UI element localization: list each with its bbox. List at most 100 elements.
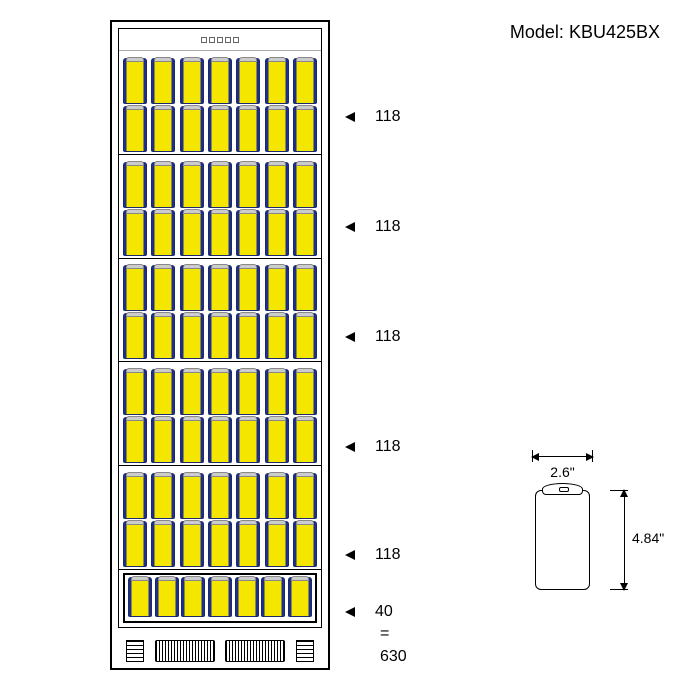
can-icon xyxy=(208,369,232,415)
shelf-capacity-label: 118 xyxy=(345,438,401,456)
can-icon xyxy=(265,417,289,463)
can-icon xyxy=(151,210,175,256)
arrow-left-icon xyxy=(345,112,355,122)
can-icon xyxy=(123,58,147,104)
shelf xyxy=(119,155,321,259)
can-row xyxy=(123,473,317,521)
can-row xyxy=(123,210,317,258)
shelf-area xyxy=(119,51,321,627)
can-row xyxy=(123,369,317,417)
shelf-capacity-value: 118 xyxy=(375,438,401,456)
can-icon xyxy=(208,417,232,463)
can-icon xyxy=(265,58,289,104)
can-icon xyxy=(265,210,289,256)
fridge-inner xyxy=(118,28,322,628)
model-value: KBU425BX xyxy=(569,22,660,42)
can-icon xyxy=(265,106,289,152)
shelf-capacity-label: 118 xyxy=(345,328,401,346)
can-row xyxy=(123,417,317,465)
can-icon xyxy=(293,369,317,415)
can-illustration xyxy=(535,490,590,590)
bottom-tray xyxy=(123,573,317,623)
can-icon xyxy=(180,417,204,463)
can-icon xyxy=(265,162,289,208)
can-width-dimension-line xyxy=(532,456,593,457)
can-height-dimension: 4.84" xyxy=(604,490,654,590)
can-icon xyxy=(180,58,204,104)
shelf-capacity-label: 118 xyxy=(345,108,401,126)
can-icon xyxy=(208,265,232,311)
can-icon xyxy=(123,369,147,415)
can-icon xyxy=(265,521,289,567)
can-icon xyxy=(155,577,179,617)
shelf xyxy=(119,259,321,363)
can-row xyxy=(128,577,312,619)
can-icon xyxy=(123,162,147,208)
can-icon xyxy=(123,313,147,359)
shelf xyxy=(119,362,321,466)
can-icon xyxy=(236,313,260,359)
can-icon xyxy=(265,473,289,519)
can-icon xyxy=(180,265,204,311)
can-icon xyxy=(208,521,232,567)
can-icon xyxy=(236,106,260,152)
can-icon xyxy=(236,473,260,519)
can-icon xyxy=(151,417,175,463)
can-icon xyxy=(288,577,312,617)
arrow-left-icon xyxy=(345,550,355,560)
can-icon xyxy=(265,313,289,359)
can-icon xyxy=(293,265,317,311)
can-icon xyxy=(151,313,175,359)
can-row xyxy=(123,162,317,210)
vent-block-left xyxy=(155,640,215,662)
shelf-capacity-label: 118 xyxy=(345,218,401,236)
can-icon xyxy=(151,521,175,567)
can-icon xyxy=(236,265,260,311)
vent-side-left xyxy=(126,640,144,662)
can-icon xyxy=(128,577,152,617)
can-row xyxy=(123,265,317,313)
shelf-capacity-value: 118 xyxy=(375,218,401,236)
can-width-label: 2.6" xyxy=(530,464,595,482)
can-icon xyxy=(123,265,147,311)
can-icon xyxy=(123,417,147,463)
can-row xyxy=(123,521,317,569)
can-icon xyxy=(151,106,175,152)
can-icon xyxy=(236,58,260,104)
can-icon xyxy=(123,473,147,519)
can-icon xyxy=(123,210,147,256)
can-icon xyxy=(293,106,317,152)
can-icon xyxy=(293,473,317,519)
total-equals: = xyxy=(380,625,391,643)
vent-side-right xyxy=(296,640,314,662)
can-icon xyxy=(151,369,175,415)
shelf-capacity-value: 118 xyxy=(375,328,401,346)
can-icon xyxy=(180,369,204,415)
can-icon xyxy=(123,106,147,152)
model-prefix: Model: xyxy=(510,22,564,42)
can-icon xyxy=(208,210,232,256)
can-icon xyxy=(265,265,289,311)
can-icon xyxy=(208,473,232,519)
can-icon xyxy=(180,473,204,519)
model-label: Model: KBU425BX xyxy=(510,22,660,43)
can-icon xyxy=(236,521,260,567)
arrow-left-icon xyxy=(345,332,355,342)
can-icon xyxy=(208,162,232,208)
shelf-capacity-label: 118 xyxy=(345,546,401,564)
can-icon xyxy=(151,162,175,208)
shelf-capacity-value: 118 xyxy=(375,108,401,126)
can-icon xyxy=(208,577,232,617)
can-icon xyxy=(293,210,317,256)
shelf-capacity-label: 40 xyxy=(345,603,393,621)
shelf xyxy=(119,51,321,155)
can-icon xyxy=(236,417,260,463)
can-icon xyxy=(265,369,289,415)
can-icon xyxy=(180,521,204,567)
can-icon xyxy=(208,313,232,359)
can-icon xyxy=(123,521,147,567)
total-value: 630 xyxy=(380,648,407,666)
can-icon xyxy=(180,210,204,256)
can-icon xyxy=(208,58,232,104)
can-icon xyxy=(293,58,317,104)
